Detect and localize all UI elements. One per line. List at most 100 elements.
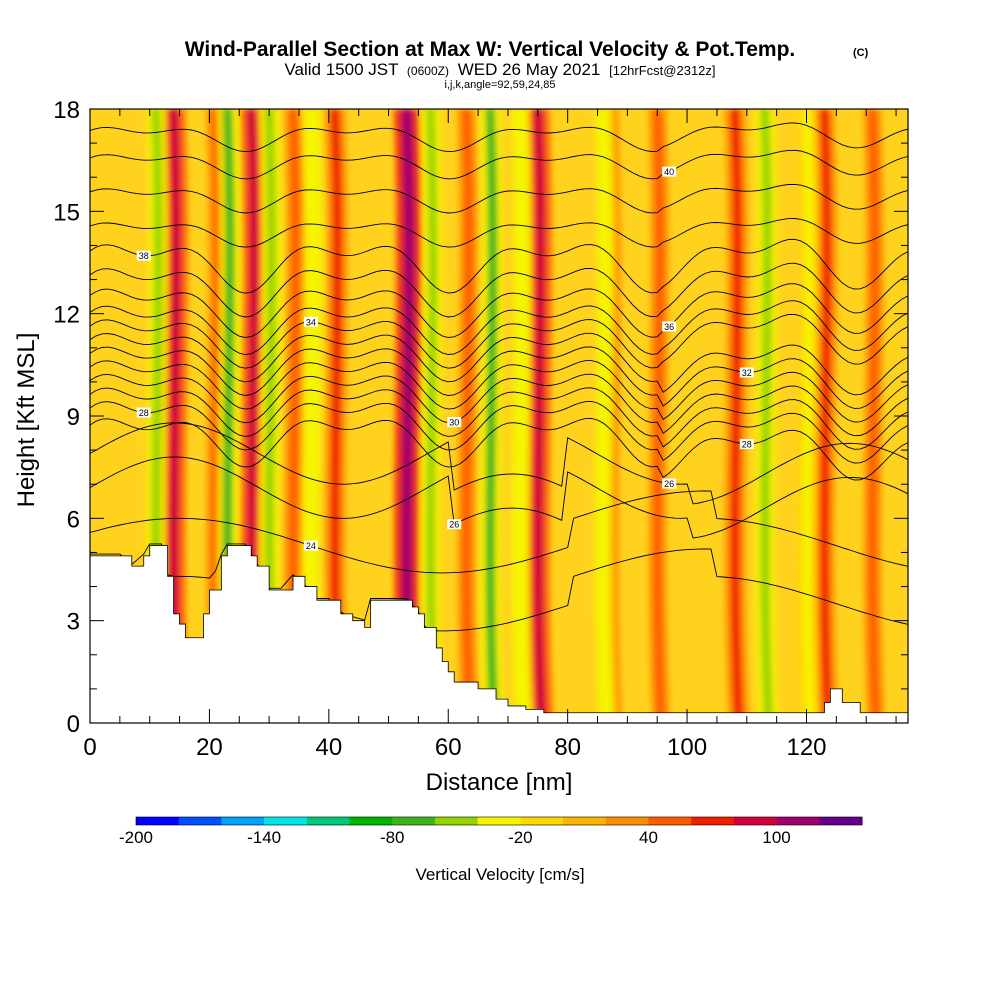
x-tick-label-2: 40 <box>315 734 342 761</box>
x-tick-label-0: 0 <box>83 734 96 761</box>
updraft-core-7 <box>532 109 547 723</box>
y-tick-label-1: 3 <box>67 609 80 636</box>
isentrope-5 <box>90 401 908 464</box>
y-tick-label-3: 9 <box>67 404 80 431</box>
contour-label-bg-13 <box>662 321 677 332</box>
x-tick-label-6: 120 <box>786 734 826 761</box>
section-info: i,j,k,angle=92,59,24,85 <box>444 79 555 91</box>
colorbar-swatch-10 <box>563 817 607 825</box>
isentrope-0 <box>90 543 908 632</box>
valid-date: WED 26 May 2021 <box>458 60 601 79</box>
forecast-note: [12hrFcst@2312z] <box>609 63 715 78</box>
isentrope-contours <box>90 122 908 632</box>
contour-label-18: 40 <box>664 167 674 177</box>
isentrope-10 <box>90 332 908 396</box>
isentrope-9 <box>90 346 908 409</box>
updraft-core-12 <box>868 109 881 723</box>
colorbar-swatch-6 <box>392 817 436 825</box>
colorbar-frame <box>135 816 863 826</box>
updraft-core-3 <box>288 109 302 723</box>
isentrope-18 <box>90 149 908 180</box>
y-tick-label-0: 0 <box>67 711 80 738</box>
colorbar-swatch-7 <box>434 817 479 825</box>
colorbar-swatch-9 <box>520 817 564 825</box>
isentrope-8 <box>90 360 908 423</box>
isentrope-12 <box>90 300 908 356</box>
x-tick-label-1: 20 <box>196 734 223 761</box>
colorbar-swatch-12 <box>648 817 692 825</box>
y-tick-label-2: 6 <box>67 506 80 533</box>
colorbar-tick-label-3: -20 <box>508 828 533 847</box>
isentrope-7 <box>90 373 908 437</box>
valid-prefix: Valid 1500 JST <box>284 60 398 79</box>
contour-label-bg-15 <box>136 250 151 261</box>
contour-label-bg-11 <box>303 316 318 327</box>
chart-title: Wind-Parallel Section at Max W: Vertical… <box>185 38 796 61</box>
isentrope-4 <box>90 418 908 481</box>
colorbar-tick-label-2: -80 <box>380 828 405 847</box>
colorbar-swatch-2 <box>221 817 265 825</box>
colorbar-swatch-14 <box>733 817 778 825</box>
isentrope-16 <box>90 218 908 248</box>
downdraft-core-3 <box>306 109 319 723</box>
colorbar-tick-label-0: -200 <box>119 828 153 847</box>
contour-label-bg-5 <box>136 407 151 418</box>
contour-label-bg-9 <box>739 367 754 378</box>
updraft-core-9 <box>653 109 666 723</box>
isentrope-15 <box>90 238 908 294</box>
updraft-core-6 <box>462 109 475 723</box>
isentrope-11 <box>90 313 908 369</box>
colorbar-swatch-0 <box>136 817 180 825</box>
downdraft-core-8 <box>760 109 774 723</box>
isentrope-3 <box>90 422 908 505</box>
y-tick-label-6: 18 <box>53 97 80 124</box>
updraft-core-11 <box>819 109 833 723</box>
colorbar-tick-label-1: -140 <box>247 828 281 847</box>
downdraft-core-4 <box>426 109 439 723</box>
updraft-core-4 <box>330 109 344 723</box>
colorbar-swatch-1 <box>178 817 222 825</box>
isentrope-2 <box>90 456 908 539</box>
contour-label-11: 34 <box>306 317 316 327</box>
isentrope-19 <box>90 122 908 153</box>
contour-label-13: 36 <box>664 322 674 332</box>
isentrope-17 <box>90 183 908 214</box>
isentrope-14 <box>90 262 908 318</box>
colorbar-swatch-16 <box>819 817 863 825</box>
colorbar-swatch-11 <box>605 817 649 825</box>
contour-label-2: 26 <box>449 520 459 530</box>
x-tick-label-5: 100 <box>667 734 707 761</box>
colorbar-swatch-5 <box>349 817 393 825</box>
y-axis-label: Height [Kft MSL] <box>13 333 40 508</box>
x-axis: 0 20 40 60 80 100 120 <box>83 109 897 761</box>
downdraft-core-5 <box>485 109 499 723</box>
y-tick-label-4: 12 <box>53 302 80 329</box>
x-axis-label: Distance [nm] <box>426 769 573 796</box>
y-tick-label-5: 15 <box>53 199 80 226</box>
contour-labels: 24 26 26 28 28 30 32 34 36 38 40 <box>136 166 754 551</box>
contour-label-4: 28 <box>742 440 752 450</box>
contour-label-bg-7 <box>447 417 462 428</box>
isentrope-13 <box>90 283 908 338</box>
downdraft-core-9 <box>802 109 815 723</box>
contour-label-bg-4 <box>739 439 754 450</box>
contour-label-bg-1 <box>303 540 318 551</box>
downdraft-core-7 <box>599 109 612 723</box>
contour-label-9: 32 <box>742 368 752 378</box>
updraft-core-10 <box>730 109 744 723</box>
isentrope-1 <box>90 490 908 574</box>
contour-label-5: 28 <box>139 408 149 418</box>
valid-utc: (0600Z) <box>407 64 449 78</box>
contour-label-bg-2 <box>447 519 462 530</box>
chart-title-mark: (C) <box>853 47 869 59</box>
plot-area: 24 26 26 28 28 30 32 34 36 38 40 <box>89 108 909 724</box>
colorbar-tick-label-5: 100 <box>762 828 790 847</box>
colorbar: -200 -140 -80 -20 40 100 <box>119 816 863 847</box>
contour-label-1: 24 <box>306 541 316 551</box>
colorbar-swatch-4 <box>306 817 351 825</box>
colorbar-swatch-8 <box>477 817 521 825</box>
colorbar-title: Vertical Velocity [cm/s] <box>415 865 584 884</box>
colorbar-swatch-13 <box>691 817 735 825</box>
